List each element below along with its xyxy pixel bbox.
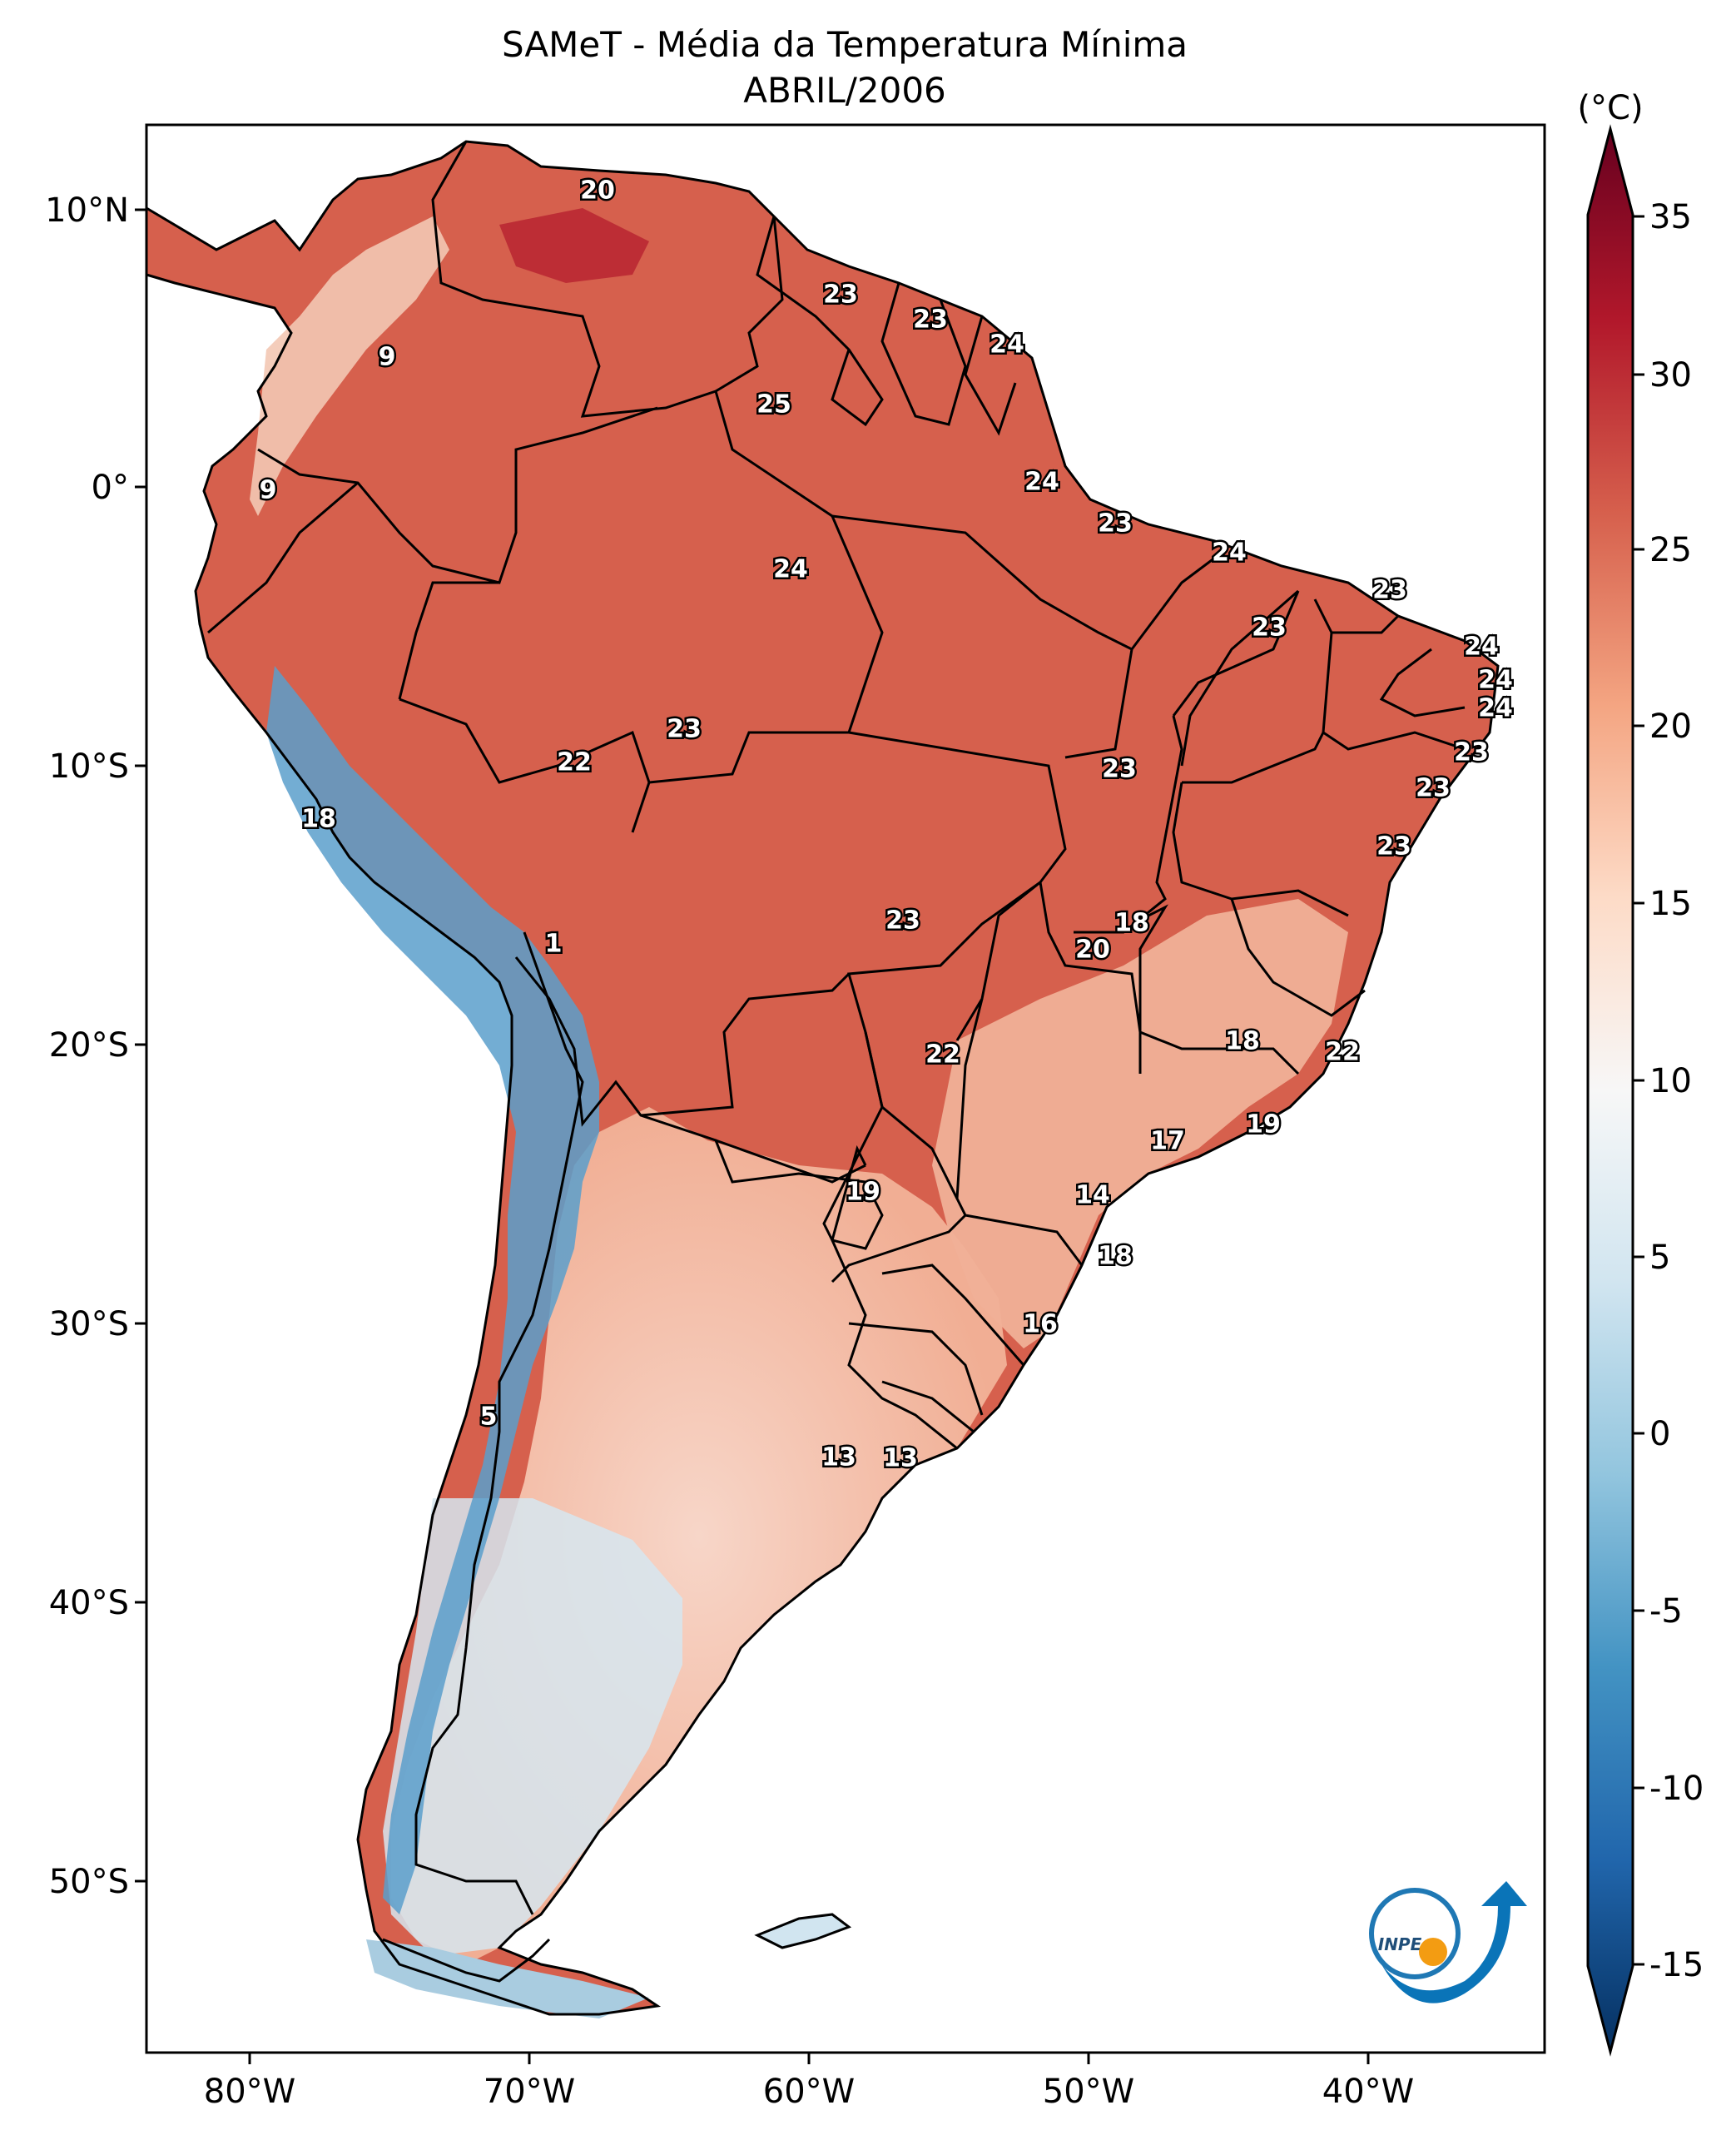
point-label: 23 bbox=[1252, 613, 1287, 643]
point-label: 22 bbox=[925, 1040, 960, 1070]
point-label: 23 bbox=[1102, 755, 1137, 784]
point-label: 22 bbox=[557, 748, 592, 777]
point-label: 18 bbox=[301, 805, 336, 834]
point-label: 24 bbox=[1464, 633, 1499, 662]
inpe-logo-text: INPE bbox=[1378, 1934, 1422, 1954]
point-label: 18 bbox=[1114, 909, 1149, 938]
point-label: 18 bbox=[1225, 1027, 1260, 1056]
colorbar-label: -10 bbox=[1649, 1770, 1704, 1808]
point-label: 18 bbox=[1098, 1242, 1133, 1271]
inpe-logo: INPE bbox=[1369, 1881, 1527, 2003]
colorbar-label: 30 bbox=[1649, 356, 1692, 395]
point-label: 20 bbox=[580, 176, 615, 206]
point-label: 9 bbox=[379, 343, 396, 372]
point-label: 24 bbox=[990, 330, 1024, 360]
point-label: 22 bbox=[1325, 1038, 1360, 1067]
colorbar-label: -15 bbox=[1649, 1946, 1704, 1984]
colorbar-label: 25 bbox=[1649, 531, 1692, 569]
inpe-arrow-icon bbox=[1381, 1881, 1527, 2003]
colorbar: (°C) 35 30 25 20 15 10 5 0 -5 -10 -15 bbox=[1577, 89, 1704, 2057]
point-label: 19 bbox=[846, 1178, 880, 1207]
map-subtitle: ABRIL/2006 bbox=[743, 70, 946, 111]
longitude-labels: 80°W 70°W 60°W 50°W 40°W bbox=[204, 2073, 1414, 2111]
point-label: 23 bbox=[1372, 576, 1407, 605]
point-label: 24 bbox=[773, 555, 808, 584]
colorbar-label: 15 bbox=[1649, 885, 1692, 923]
colorbar-label: 5 bbox=[1649, 1239, 1670, 1277]
lat-label: 40°S bbox=[49, 1584, 129, 1622]
point-label: 5 bbox=[480, 1403, 498, 1432]
andes-north-cool bbox=[250, 216, 449, 516]
falkland-islands bbox=[754, 1913, 852, 1949]
point-label: 25 bbox=[756, 390, 791, 420]
point-label: 23 bbox=[1376, 832, 1411, 861]
point-label: 23 bbox=[667, 715, 702, 744]
latitude-labels: 10°N 0° 10°S 20°S 30°S 40°S 50°S bbox=[45, 191, 129, 1901]
point-label: 17 bbox=[1150, 1127, 1185, 1156]
colorbar-ticks bbox=[1633, 215, 1644, 1966]
inpe-sun-icon bbox=[1419, 1938, 1447, 1966]
colorbar-label: -5 bbox=[1649, 1592, 1683, 1631]
point-label: 1 bbox=[545, 930, 563, 959]
point-label: 24 bbox=[1024, 468, 1059, 497]
northern-hotspot bbox=[499, 208, 649, 283]
point-label: 23 bbox=[823, 281, 858, 310]
point-label: 24 bbox=[1478, 666, 1513, 695]
point-label: 16 bbox=[1023, 1310, 1058, 1339]
point-label: 19 bbox=[1246, 1110, 1281, 1139]
lat-label: 10°N bbox=[45, 191, 129, 230]
lon-label: 40°W bbox=[1322, 2073, 1414, 2111]
lat-label: 30°S bbox=[49, 1305, 129, 1343]
lon-label: 80°W bbox=[204, 2073, 295, 2111]
point-label: 23 bbox=[1454, 738, 1489, 767]
lat-label: 0° bbox=[92, 469, 129, 507]
point-label: 24 bbox=[1212, 539, 1247, 568]
colorbar-labels: 35 30 25 20 15 10 5 0 -5 -10 -15 bbox=[1649, 198, 1704, 1984]
map-title: SAMeT - Média da Temperatura Mínima bbox=[502, 24, 1188, 65]
point-label: 20 bbox=[1075, 936, 1110, 965]
colorbar-unit: (°C) bbox=[1577, 89, 1643, 127]
point-labels: 20 23 23 24 9 25 9 24 24 23 23 24 23 24 … bbox=[257, 174, 1515, 1475]
colorbar-label: 0 bbox=[1649, 1415, 1670, 1453]
andes-cold-band bbox=[266, 666, 599, 1914]
colorbar-label: 35 bbox=[1649, 198, 1692, 236]
lon-label: 60°W bbox=[763, 2073, 855, 2111]
point-label: 23 bbox=[913, 305, 948, 335]
southeast-brazil-mild bbox=[932, 899, 1348, 1348]
point-label: 13 bbox=[821, 1443, 856, 1472]
map-area: 20 23 23 24 9 25 9 24 24 23 23 24 23 24 … bbox=[146, 125, 1545, 2053]
point-label: 24 bbox=[1478, 694, 1513, 723]
point-label: 23 bbox=[885, 906, 920, 936]
lon-label: 70°W bbox=[484, 2073, 575, 2111]
point-label: 14 bbox=[1075, 1181, 1110, 1210]
point-label: 9 bbox=[260, 476, 277, 505]
colorbar-label: 20 bbox=[1649, 708, 1692, 746]
map-frame bbox=[145, 123, 1546, 2054]
lat-label: 20°S bbox=[49, 1026, 129, 1065]
colorbar-label: 10 bbox=[1649, 1062, 1692, 1100]
colorbar-bar bbox=[1586, 124, 1634, 2057]
point-label: 23 bbox=[1098, 509, 1133, 539]
point-label: 23 bbox=[1416, 774, 1451, 803]
political-borders bbox=[146, 140, 1500, 2016]
lat-label: 50°S bbox=[49, 1863, 129, 1901]
far-south-cold bbox=[366, 1939, 649, 2018]
point-label: 13 bbox=[883, 1444, 918, 1473]
lat-label: 10°S bbox=[49, 747, 129, 786]
lon-label: 50°W bbox=[1043, 2073, 1134, 2111]
axis-ticks bbox=[135, 208, 1370, 2064]
